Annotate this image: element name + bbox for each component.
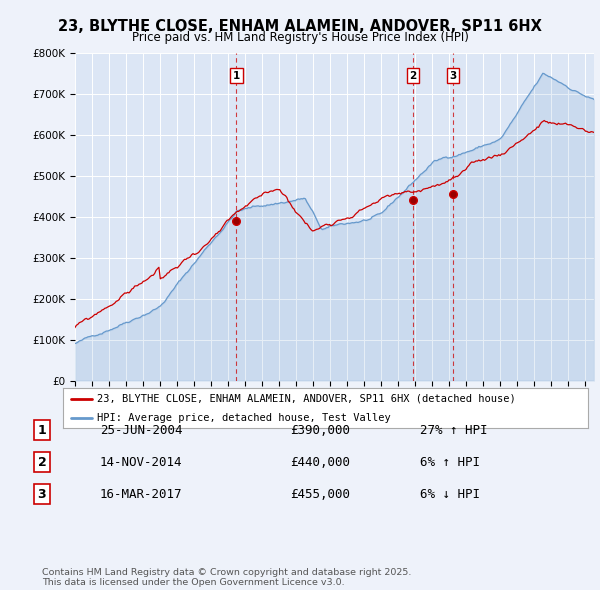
Text: 1: 1	[233, 71, 240, 81]
Text: 23, BLYTHE CLOSE, ENHAM ALAMEIN, ANDOVER, SP11 6HX: 23, BLYTHE CLOSE, ENHAM ALAMEIN, ANDOVER…	[58, 19, 542, 34]
Text: Contains HM Land Registry data © Crown copyright and database right 2025.
This d: Contains HM Land Registry data © Crown c…	[42, 568, 412, 587]
Text: 1: 1	[38, 424, 46, 437]
Text: 3: 3	[449, 71, 457, 81]
Text: HPI: Average price, detached house, Test Valley: HPI: Average price, detached house, Test…	[97, 413, 391, 422]
Text: £390,000: £390,000	[290, 424, 350, 437]
Text: £455,000: £455,000	[290, 487, 350, 500]
Text: 6% ↑ HPI: 6% ↑ HPI	[420, 455, 480, 468]
Text: 2: 2	[38, 455, 46, 468]
Text: 23, BLYTHE CLOSE, ENHAM ALAMEIN, ANDOVER, SP11 6HX (detached house): 23, BLYTHE CLOSE, ENHAM ALAMEIN, ANDOVER…	[97, 394, 516, 404]
Text: 27% ↑ HPI: 27% ↑ HPI	[420, 424, 487, 437]
Text: 3: 3	[38, 487, 46, 500]
Text: 6% ↓ HPI: 6% ↓ HPI	[420, 487, 480, 500]
Text: 16-MAR-2017: 16-MAR-2017	[100, 487, 182, 500]
Text: 14-NOV-2014: 14-NOV-2014	[100, 455, 182, 468]
Text: 25-JUN-2004: 25-JUN-2004	[100, 424, 182, 437]
Text: Price paid vs. HM Land Registry's House Price Index (HPI): Price paid vs. HM Land Registry's House …	[131, 31, 469, 44]
Text: 2: 2	[409, 71, 417, 81]
Text: £440,000: £440,000	[290, 455, 350, 468]
